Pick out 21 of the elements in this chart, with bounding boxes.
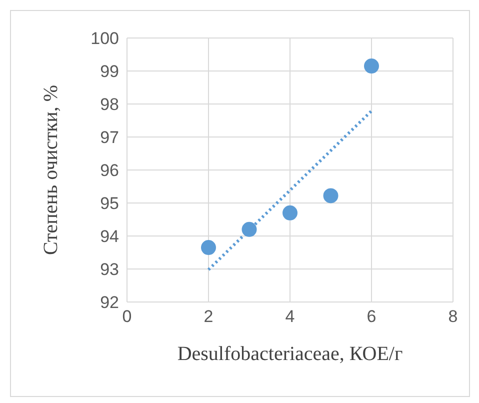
x-tick-label: 0 bbox=[122, 307, 132, 326]
y-tick-label: 99 bbox=[100, 62, 119, 82]
point bbox=[242, 222, 257, 237]
point bbox=[282, 205, 298, 220]
y-tick-label: 93 bbox=[100, 260, 119, 280]
point bbox=[323, 188, 338, 204]
point bbox=[201, 240, 216, 256]
y-tick-label: 100 bbox=[90, 29, 119, 48]
y-tick-label: 97 bbox=[100, 128, 119, 148]
y-tick-label: 94 bbox=[100, 227, 119, 246]
x-tick-label: 4 bbox=[285, 307, 295, 326]
y-tick-label: 96 bbox=[100, 161, 119, 180]
point bbox=[364, 58, 379, 74]
y-tick-label: 95 bbox=[100, 194, 119, 214]
y-tick-label: 98 bbox=[100, 95, 119, 114]
y-tick-label: 92 bbox=[100, 293, 119, 312]
x-tick-label: 8 bbox=[448, 307, 458, 326]
y-axis-title: Степень очистки, % bbox=[40, 84, 62, 256]
x-tick-label: 6 bbox=[366, 307, 376, 326]
x-axis-title: Desulfobacteriaceae, КОЕ/г bbox=[177, 343, 403, 365]
x-tick-label: 2 bbox=[204, 307, 214, 326]
